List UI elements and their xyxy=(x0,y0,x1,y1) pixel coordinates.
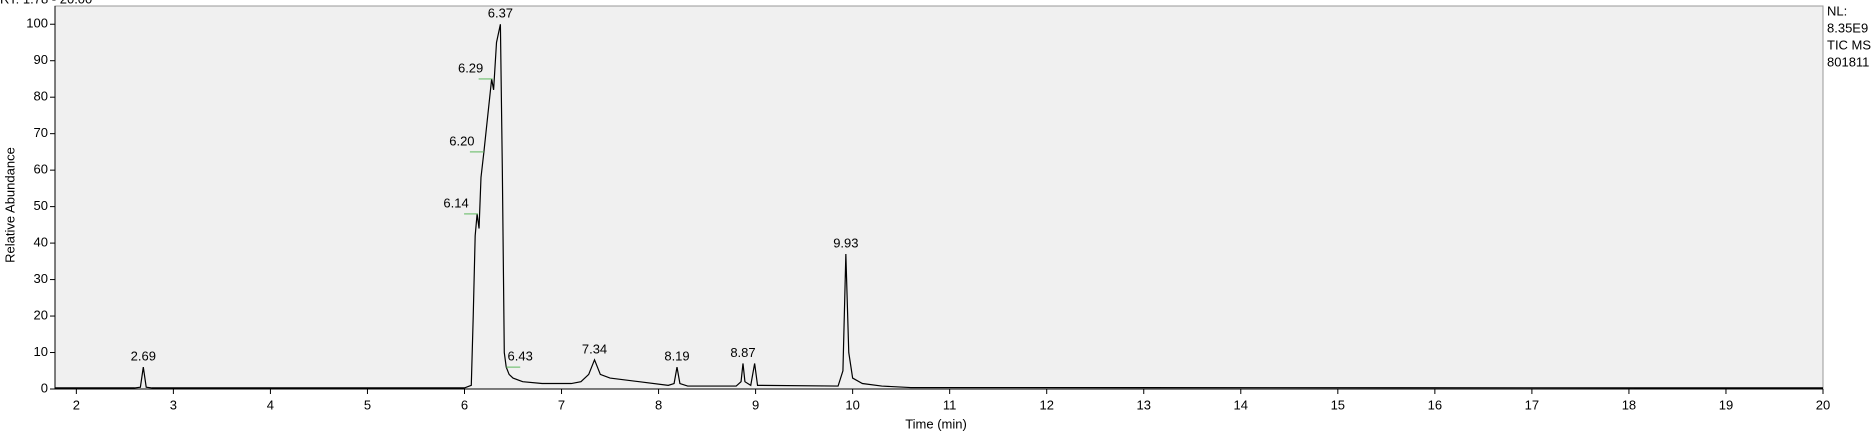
x-tick-label: 18 xyxy=(1622,397,1636,412)
peak-label: 6.29 xyxy=(458,60,483,75)
x-tick-label: 16 xyxy=(1428,397,1442,412)
x-tick-label: 10 xyxy=(845,397,859,412)
y-tick-label: 20 xyxy=(34,307,48,322)
peak-label: 8.87 xyxy=(730,345,755,360)
x-tick-label: 2 xyxy=(73,397,80,412)
y-tick-label: 30 xyxy=(34,271,48,286)
x-axis-label: Time (min) xyxy=(905,416,967,431)
y-tick-label: 70 xyxy=(34,125,48,140)
peak-label: 6.20 xyxy=(449,133,474,148)
peak-label: 6.14 xyxy=(443,195,468,210)
info-text: 8.35E9 xyxy=(1827,20,1868,35)
y-tick-label: 100 xyxy=(26,16,48,31)
peak-label: 6.37 xyxy=(488,6,513,21)
peak-label: 8.19 xyxy=(664,349,689,364)
y-tick-label: 0 xyxy=(41,380,48,395)
header: RT: 1.78 - 20.00 xyxy=(0,0,92,6)
peak-label: 7.34 xyxy=(582,341,607,356)
x-tick-label: 11 xyxy=(943,397,957,412)
x-tick-label: 8 xyxy=(655,397,662,412)
x-tick-label: 3 xyxy=(170,397,177,412)
peak-label: 9.93 xyxy=(833,235,858,250)
peak-label: 6.43 xyxy=(508,349,533,364)
x-tick-label: 14 xyxy=(1234,397,1248,412)
y-tick-label: 80 xyxy=(34,89,48,104)
x-tick-label: 19 xyxy=(1719,397,1733,412)
x-tick-label: 5 xyxy=(364,397,371,412)
y-tick-label: 40 xyxy=(34,235,48,250)
x-tick-label: 13 xyxy=(1137,397,1151,412)
x-tick-label: 9 xyxy=(752,397,759,412)
x-tick-label: 20 xyxy=(1816,397,1830,412)
y-tick-label: 90 xyxy=(34,52,48,67)
x-tick-label: 4 xyxy=(267,397,274,412)
x-tick-label: 17 xyxy=(1525,397,1539,412)
x-tick-label: 6 xyxy=(461,397,468,412)
y-tick-label: 50 xyxy=(34,198,48,213)
info-text: NL: xyxy=(1827,3,1847,18)
x-tick-label: 15 xyxy=(1331,397,1345,412)
y-axis-label: Relative Abundance xyxy=(2,147,17,263)
info-text: TIC MS xyxy=(1827,37,1871,52)
y-tick-label: 10 xyxy=(34,344,48,359)
x-tick-label: 12 xyxy=(1039,397,1053,412)
plot-area xyxy=(54,5,1824,390)
x-tick-label: 7 xyxy=(558,397,565,412)
peak-label: 2.69 xyxy=(131,349,156,364)
y-tick-label: 60 xyxy=(34,162,48,177)
info-text: 801811 xyxy=(1827,54,1869,69)
trace xyxy=(55,24,1824,389)
